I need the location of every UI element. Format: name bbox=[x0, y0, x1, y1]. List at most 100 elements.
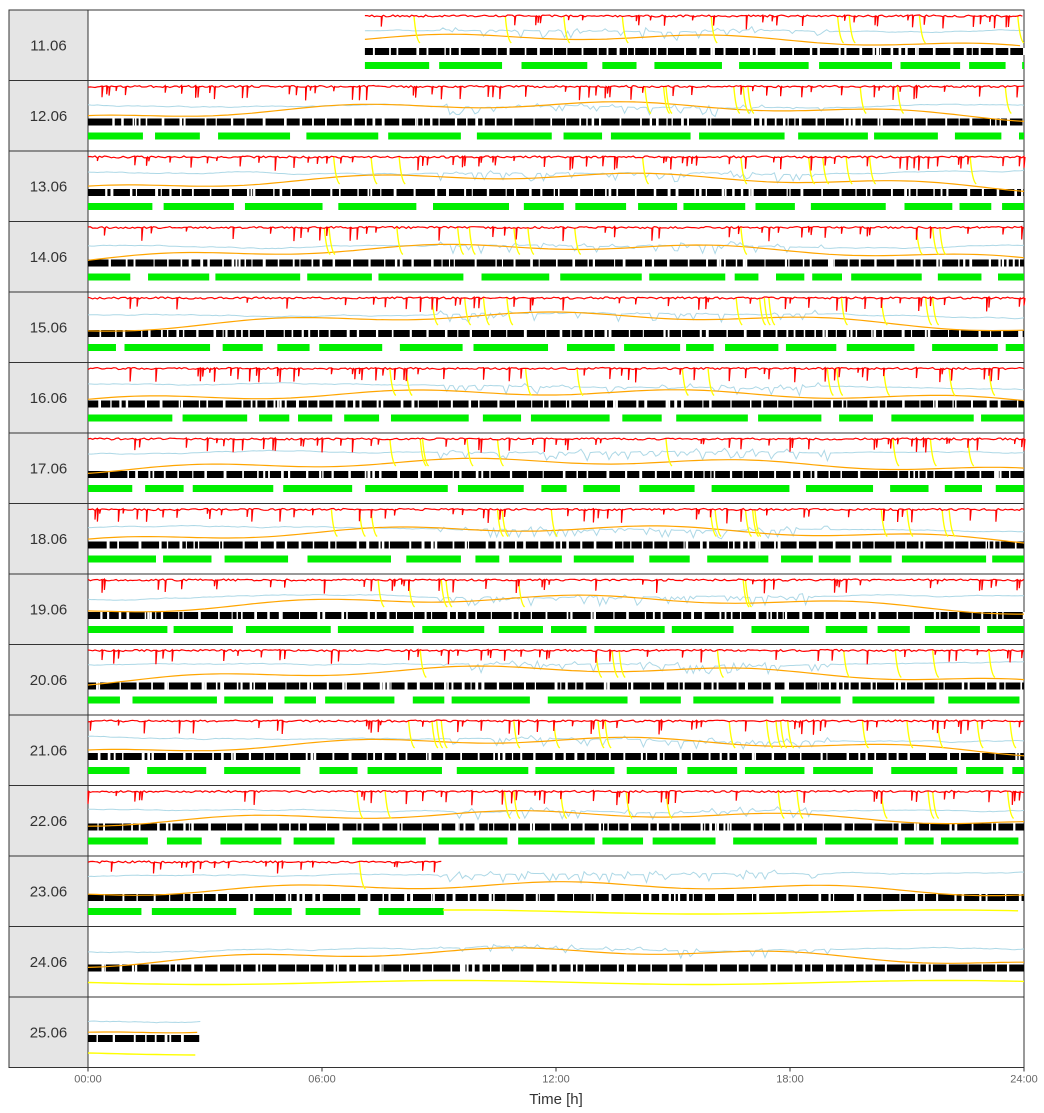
yellow-recovery-ramp bbox=[662, 86, 671, 115]
black-gap bbox=[816, 541, 819, 549]
green-segment bbox=[649, 555, 690, 563]
black-gap bbox=[273, 894, 276, 901]
facet-strip bbox=[8, 9, 89, 81]
black-gap bbox=[164, 682, 168, 690]
black-gap bbox=[870, 682, 873, 690]
black-gap bbox=[341, 823, 343, 831]
yellow-recovery-ramp bbox=[733, 86, 741, 115]
black-gap bbox=[305, 753, 308, 760]
black-gap bbox=[939, 259, 943, 267]
black-gap bbox=[871, 330, 873, 337]
yellow-recovery-ramp bbox=[747, 86, 755, 115]
black-gap bbox=[630, 541, 632, 549]
green-segment bbox=[626, 767, 677, 774]
black-gap bbox=[277, 400, 279, 408]
black-gap bbox=[129, 189, 133, 196]
black-gap bbox=[947, 330, 950, 337]
black-gap bbox=[587, 259, 589, 267]
black-gap bbox=[713, 471, 716, 478]
black-gap bbox=[514, 189, 517, 196]
black-gap bbox=[850, 541, 853, 549]
green-segment bbox=[846, 344, 915, 351]
black-gap bbox=[872, 48, 875, 55]
black-gap bbox=[122, 330, 126, 337]
facet-strip bbox=[8, 714, 89, 786]
black-gap bbox=[183, 823, 186, 831]
black-gap bbox=[709, 823, 713, 831]
black-gap bbox=[832, 541, 836, 549]
yellow-recovery-ramp bbox=[754, 509, 762, 538]
light-blue-series-line bbox=[87, 381, 1025, 398]
black-gap bbox=[384, 259, 386, 267]
black-gap bbox=[166, 330, 169, 337]
black-gap bbox=[696, 48, 700, 55]
green-segment bbox=[734, 273, 759, 281]
facet-strip-label: 25.06 bbox=[30, 1024, 68, 1041]
black-gap bbox=[580, 541, 583, 549]
black-gap bbox=[593, 894, 596, 901]
black-gap bbox=[356, 330, 360, 337]
black-gap bbox=[898, 823, 902, 831]
black-gap bbox=[487, 823, 489, 831]
x-tick-label: 00:00 bbox=[74, 1074, 102, 1086]
black-gap bbox=[839, 189, 842, 196]
black-gap bbox=[477, 753, 480, 760]
black-gap bbox=[584, 753, 587, 760]
black-gap bbox=[179, 118, 183, 126]
black-gap bbox=[523, 894, 526, 901]
black-gap bbox=[949, 823, 952, 831]
black-gap bbox=[659, 894, 662, 901]
black-gap bbox=[810, 471, 812, 478]
black-gap bbox=[708, 753, 711, 760]
yellow-recovery-ramp bbox=[323, 227, 331, 256]
black-gap bbox=[574, 753, 578, 760]
black-gap bbox=[590, 612, 593, 619]
black-gap bbox=[830, 259, 834, 267]
black-gap bbox=[273, 189, 275, 196]
black-gap bbox=[822, 330, 825, 337]
facet-21-06: 21.06 bbox=[8, 714, 1025, 786]
facet-strip bbox=[8, 503, 89, 575]
black-gap bbox=[989, 118, 992, 126]
yellow-recovery-ramp bbox=[906, 720, 914, 749]
black-gap bbox=[98, 400, 102, 408]
yellow-recovery-ramp bbox=[513, 791, 521, 820]
facet-14-06: 14.06 bbox=[8, 221, 1025, 293]
black-gap bbox=[198, 400, 201, 408]
black-gap bbox=[586, 471, 589, 478]
black-gap bbox=[1021, 189, 1024, 196]
black-gap bbox=[923, 541, 926, 549]
black-segment bbox=[88, 964, 1024, 972]
green-segment bbox=[124, 344, 211, 351]
green-segment bbox=[518, 837, 595, 845]
green-segment bbox=[711, 485, 790, 492]
black-gap bbox=[538, 541, 541, 549]
green-segment bbox=[224, 696, 274, 704]
green-segment bbox=[352, 837, 426, 845]
green-segment bbox=[88, 485, 133, 492]
black-gap bbox=[730, 612, 733, 619]
black-gap bbox=[786, 753, 789, 760]
black-gap bbox=[842, 682, 845, 690]
black-gap bbox=[750, 823, 754, 831]
black-gap bbox=[874, 753, 877, 760]
black-gap bbox=[608, 753, 611, 760]
black-gap bbox=[935, 400, 938, 408]
black-gap bbox=[382, 753, 385, 760]
black-gap bbox=[667, 189, 671, 196]
green-segment bbox=[222, 344, 263, 351]
green-segment bbox=[818, 555, 851, 563]
black-gap bbox=[784, 612, 788, 619]
green-segment bbox=[148, 273, 210, 281]
facet-panel bbox=[87, 80, 1025, 152]
black-gap bbox=[623, 894, 625, 901]
black-gap bbox=[201, 682, 205, 690]
black-gap bbox=[107, 612, 110, 619]
black-gap bbox=[396, 753, 399, 760]
black-gap bbox=[898, 682, 901, 690]
red-series-line bbox=[87, 436, 1026, 453]
black-gap bbox=[766, 612, 769, 619]
green-segment bbox=[147, 767, 207, 774]
yellow-recovery-ramp bbox=[744, 579, 753, 608]
black-gap bbox=[463, 823, 466, 831]
